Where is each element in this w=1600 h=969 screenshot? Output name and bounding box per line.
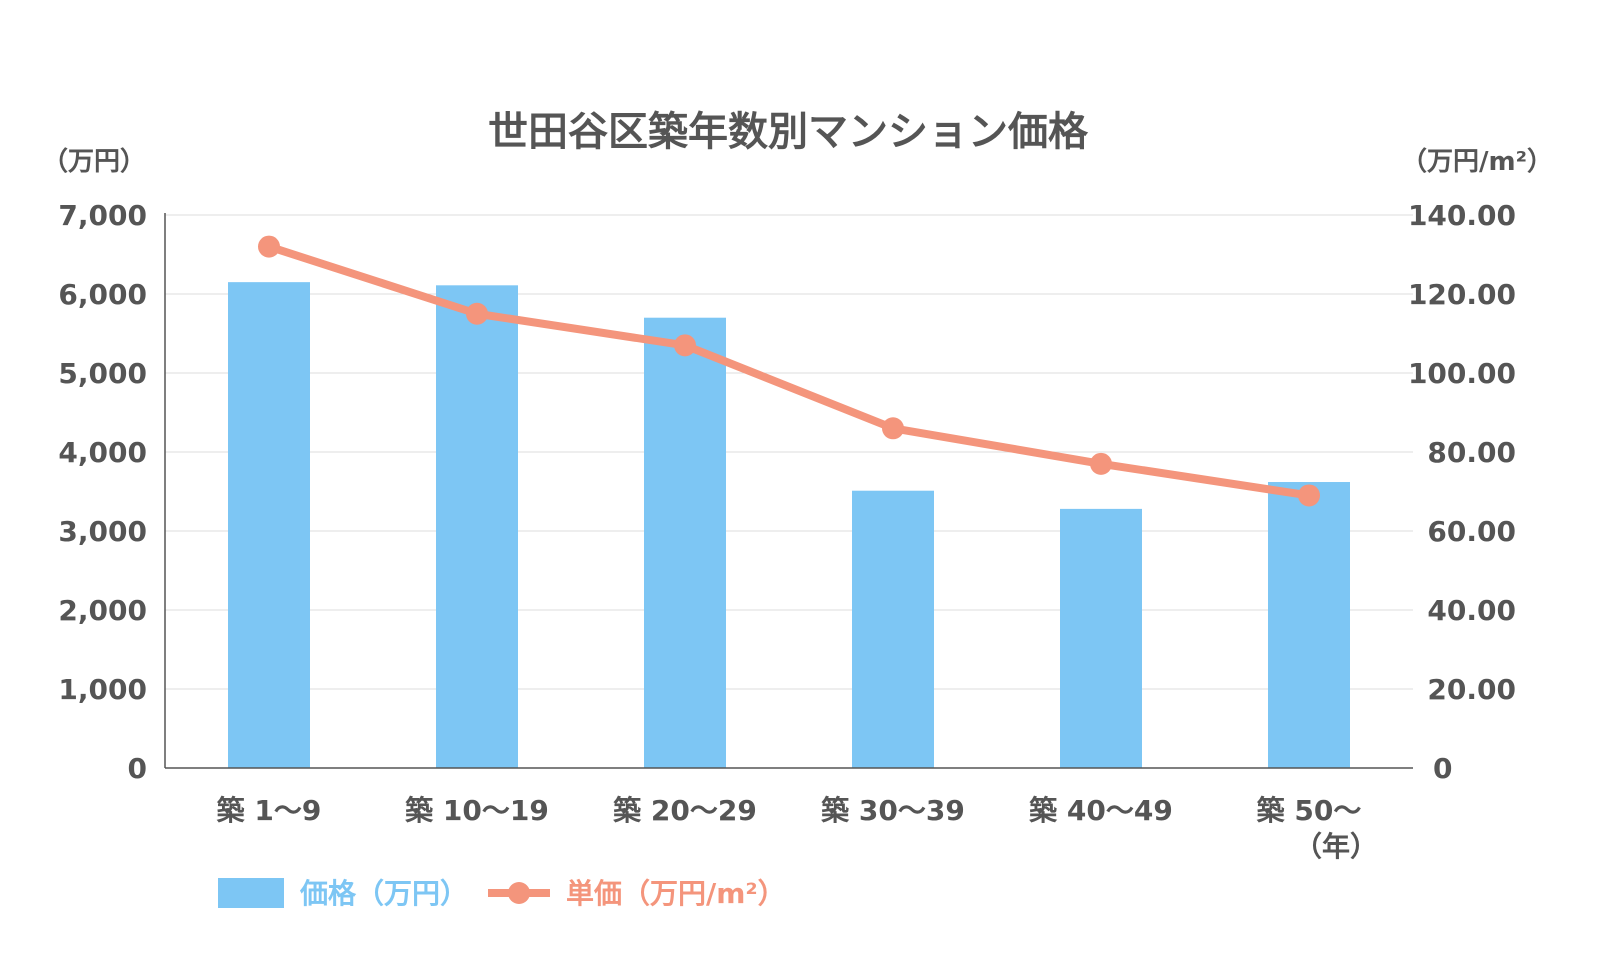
bar	[1268, 482, 1350, 768]
line-point	[882, 417, 904, 440]
x-axis-unit: （年）	[1294, 830, 1378, 863]
category-labels: 築 1〜9 築 10〜19 築 20〜29 築 30〜39 築 40〜49 築 50〜	[216, 794, 1362, 827]
line-point	[1298, 484, 1320, 507]
right-axis-ticks: 0 20.00 40.00 60.00 80.00 100.00 120.00 140.00	[1408, 199, 1516, 785]
axes	[164, 213, 1413, 769]
bar	[1060, 508, 1142, 768]
line-point	[1090, 452, 1112, 475]
left-tick-label: 4,000	[58, 436, 147, 469]
legend-line-marker	[508, 882, 530, 904]
right-tick-label: 0	[1433, 752, 1452, 785]
bar	[436, 285, 518, 768]
line-point	[674, 334, 696, 357]
legend: 価格（万円） 単価（万円/m²）	[218, 877, 786, 910]
bar-series	[228, 282, 1350, 768]
chart-title: 世田谷区築年数別マンション価格	[488, 109, 1089, 155]
gridlines	[165, 214, 1413, 690]
left-tick-label: 5,000	[58, 357, 147, 390]
category-label: 築 10〜19	[404, 794, 549, 827]
category-label: 築 40〜49	[1028, 794, 1173, 827]
legend-bar-swatch	[218, 878, 284, 908]
right-tick-label: 120.00	[1408, 278, 1516, 311]
line-path	[265, 242, 1313, 500]
right-tick-label: 140.00	[1408, 199, 1516, 232]
left-tick-label: 2,000	[58, 594, 147, 627]
left-axis-unit: （万円）	[42, 147, 146, 177]
left-axis-ticks: 0 1,000 2,000 3,000 4,000 5,000 6,000 7,000	[58, 199, 147, 785]
category-label: 築 50〜	[1256, 794, 1362, 827]
bar	[644, 317, 726, 768]
left-tick-label: 6,000	[58, 278, 147, 311]
right-tick-label: 20.00	[1427, 673, 1516, 706]
line-series	[258, 235, 1320, 507]
category-label: 築 1〜9	[216, 794, 322, 827]
right-tick-label: 80.00	[1427, 436, 1516, 469]
category-label: 築 20〜29	[612, 794, 757, 827]
legend-bar-label: 価格（万円）	[299, 877, 468, 910]
category-label: 築 30〜39	[820, 794, 965, 827]
left-tick-label: 3,000	[58, 515, 147, 548]
line-point	[258, 235, 280, 258]
right-axis-unit: （万円/m²）	[1401, 147, 1553, 177]
bar	[852, 490, 934, 768]
bar	[228, 282, 310, 768]
left-tick-label: 0	[128, 752, 147, 785]
left-tick-label: 7,000	[58, 199, 147, 232]
right-tick-label: 60.00	[1427, 515, 1516, 548]
right-tick-label: 40.00	[1427, 594, 1516, 627]
left-tick-label: 1,000	[58, 673, 147, 706]
legend-line-label: 単価（万円/m²）	[566, 877, 786, 910]
right-tick-label: 100.00	[1408, 357, 1516, 390]
line-point	[466, 302, 488, 325]
